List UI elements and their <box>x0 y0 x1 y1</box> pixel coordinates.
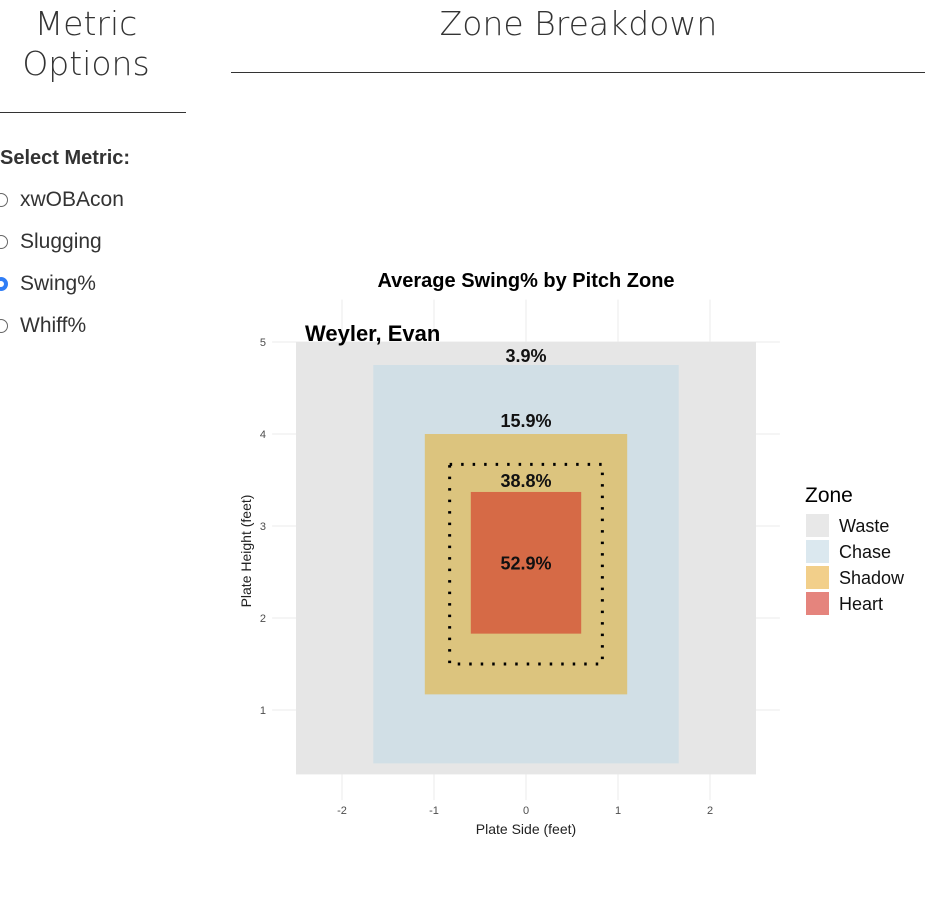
sidebar-divider <box>0 112 186 113</box>
radio-xwobacon[interactable]: xwOBAcon <box>0 188 124 212</box>
legend-swatch-chase <box>806 540 829 563</box>
x-axis-label: Plate Side (feet) <box>476 821 576 837</box>
x-tick-label: 1 <box>615 805 621 817</box>
radio-whiff-pct[interactable]: Whiff% <box>0 314 86 338</box>
y-tick-label: 2 <box>260 613 266 625</box>
radio-label: Slugging <box>20 230 102 253</box>
y-tick-label: 3 <box>260 521 266 533</box>
legend-label: Waste <box>839 516 889 536</box>
y-tick-label: 4 <box>260 429 266 441</box>
legend-label: Heart <box>839 594 883 614</box>
radio-label: Whiff% <box>20 314 87 337</box>
legend-swatch-shadow <box>806 566 829 589</box>
legend-swatch-heart <box>806 592 829 615</box>
zone-value-label: 3.9% <box>505 346 546 366</box>
select-metric-label: Select Metric: <box>0 147 131 169</box>
y-tick-label: 5 <box>260 337 266 349</box>
player-name: Weyler, Evan <box>305 321 440 346</box>
radio-slugging[interactable]: Slugging <box>0 230 102 254</box>
zone-heart <box>470 491 582 634</box>
sidebar-title: Metric Options <box>22 4 150 83</box>
legend-label: Shadow <box>839 568 905 588</box>
legend-title: Zone <box>805 484 853 507</box>
zone-value-label: 38.8% <box>500 471 551 491</box>
title-divider <box>231 72 925 73</box>
x-tick-label: 2 <box>707 805 713 817</box>
y-tick-label: 1 <box>260 705 266 717</box>
x-tick-label: -1 <box>429 805 439 817</box>
chart-title: Average Swing% by Pitch Zone <box>377 270 674 292</box>
radio-swing-pct[interactable]: Swing% <box>0 272 96 296</box>
radio-label: xwOBAcon <box>20 188 124 211</box>
x-tick-label: -2 <box>337 805 347 817</box>
legend-label: Chase <box>839 542 891 562</box>
page-title: Zone Breakdown <box>439 4 718 43</box>
zone-value-label: 52.9% <box>500 554 551 574</box>
radio-label: Swing% <box>20 272 96 295</box>
x-tick-label: 0 <box>523 805 529 817</box>
zone-value-label: 15.9% <box>500 411 551 431</box>
legend-swatch-waste <box>806 514 829 537</box>
y-axis-label: Plate Height (feet) <box>238 495 254 608</box>
radio-circle[interactable] <box>0 277 8 291</box>
